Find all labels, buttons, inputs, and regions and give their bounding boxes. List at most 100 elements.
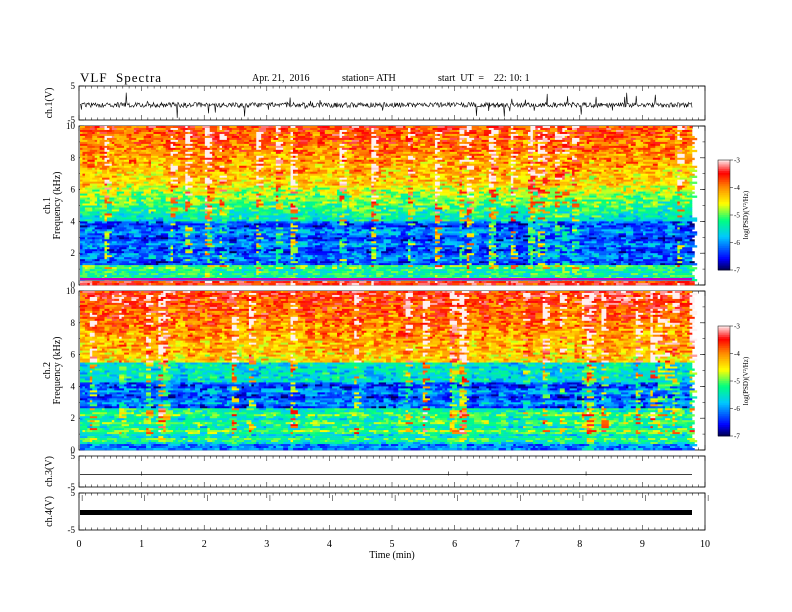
spectrogram-cell xyxy=(611,160,616,162)
spectrogram-cell xyxy=(560,132,568,134)
spectrogram-cell xyxy=(557,162,562,164)
spectrogram-cell xyxy=(459,130,464,132)
spectrogram-cell xyxy=(80,156,83,158)
spectrogram-cell xyxy=(623,128,631,130)
spectrogram-cell xyxy=(685,160,693,162)
spectrogram-cell xyxy=(342,160,347,162)
spectrogram-cell xyxy=(325,180,330,182)
spectrogram-cell xyxy=(504,172,509,174)
spectrogram-cell xyxy=(550,190,558,192)
spectrogram-cell xyxy=(87,196,95,198)
spectrogram-cell xyxy=(636,138,641,140)
spectrogram-cell xyxy=(264,170,269,172)
spectrogram-cell xyxy=(641,156,649,158)
spectrogram-cell xyxy=(631,188,639,190)
spectrogram-cell xyxy=(486,176,489,178)
spectrogram-cell xyxy=(396,138,401,140)
spectrogram-cell xyxy=(550,128,558,130)
spectrogram-cell xyxy=(660,180,663,182)
spectrogram-cell xyxy=(523,126,531,128)
spectrogram-cell xyxy=(391,154,396,156)
spectrogram-cell xyxy=(136,150,141,152)
spectrogram-cell xyxy=(246,168,249,170)
spectrogram-cell xyxy=(131,150,136,152)
spectrogram-cell xyxy=(469,170,477,172)
spectrogram-cell xyxy=(339,166,344,168)
spectrogram-cell xyxy=(173,126,178,128)
spectrogram-cell xyxy=(97,196,105,198)
spectrogram-cell xyxy=(224,144,232,146)
spectrogram-cell xyxy=(82,188,85,190)
spectrogram-cell xyxy=(354,162,362,164)
spectrogram-cell xyxy=(459,144,467,146)
spectrogram-cell xyxy=(330,188,333,190)
spectrogram-cell xyxy=(435,178,438,180)
spectrogram-cell xyxy=(562,144,567,146)
spectrogram-cell xyxy=(268,186,273,188)
spectrogram-cell xyxy=(171,182,179,184)
spectrogram-cell xyxy=(619,144,624,146)
spectrogram-cell xyxy=(594,130,599,132)
spectrogram-cell xyxy=(131,194,134,196)
spectrogram-cell xyxy=(516,196,524,198)
spectrogram-cell xyxy=(623,186,631,188)
spectrogram-cell xyxy=(521,158,524,160)
spectrogram-cell xyxy=(210,126,218,128)
spectrogram-cell xyxy=(217,144,225,146)
spectrogram-cell xyxy=(594,144,602,146)
spectrogram-cell xyxy=(298,152,303,154)
spectrogram-cell xyxy=(298,180,303,182)
spectrogram-cell xyxy=(670,130,673,132)
spectrogram-cell xyxy=(232,142,237,144)
spectrogram-cell xyxy=(464,170,469,172)
spectrogram-cell xyxy=(352,156,355,158)
spectrogram-cell xyxy=(264,138,269,140)
spectrogram-cell xyxy=(359,164,367,166)
spectrogram-cell xyxy=(455,178,463,180)
spectrogram-cell xyxy=(359,128,367,130)
spectrogram-cell xyxy=(332,184,340,186)
spectrogram-cell xyxy=(224,150,229,152)
spectrogram-cell xyxy=(283,166,291,168)
spectrogram-cell xyxy=(638,130,641,132)
spectrogram-cell xyxy=(136,162,144,164)
spectrogram-cell xyxy=(450,150,455,152)
spectrogram-cell xyxy=(198,150,201,152)
spectrogram-cell xyxy=(445,170,448,172)
spectrogram-cell xyxy=(100,134,108,136)
spectrogram-cell xyxy=(339,134,344,136)
spectrogram-cell xyxy=(259,180,262,182)
spectrogram-cell xyxy=(570,134,578,136)
spectrogram-cell xyxy=(658,184,661,186)
spectrogram-cell xyxy=(601,172,606,174)
spectrogram-cell xyxy=(381,168,389,170)
spectrogram-cell xyxy=(663,174,666,176)
spectrogram-cell xyxy=(445,126,448,128)
spectrogram-cell xyxy=(127,186,132,188)
spectrogram-cell xyxy=(85,130,90,132)
spectrogram-cell xyxy=(406,136,409,138)
spectrogram-cell xyxy=(90,184,98,186)
spectrogram-cell xyxy=(516,144,521,146)
spectrogram-cell xyxy=(550,146,553,148)
spectrogram-cell xyxy=(413,194,421,196)
spectrogram-cell xyxy=(658,186,661,188)
spectrogram-cell xyxy=(386,128,389,130)
spectrogram-cell xyxy=(557,142,562,144)
spectrogram-cell xyxy=(298,134,306,136)
spectrogram-cell xyxy=(139,182,144,184)
spectrogram-cell xyxy=(352,174,360,176)
spectrogram-cell xyxy=(452,174,457,176)
spectrogram-cell xyxy=(677,128,685,130)
spectrogram-cell xyxy=(349,162,354,164)
spectrogram-cell xyxy=(92,144,100,146)
spectrogram-cell xyxy=(320,134,328,136)
spectrogram-cell xyxy=(386,182,391,184)
spectrogram-cell xyxy=(477,134,485,136)
spectrogram-cell xyxy=(283,134,291,136)
spectrogram-cell xyxy=(146,194,149,196)
spectrogram-cell xyxy=(354,188,357,190)
spectrogram-cell xyxy=(342,154,345,156)
spectrogram-cell xyxy=(87,150,90,152)
spectrogram-cell xyxy=(381,178,386,180)
